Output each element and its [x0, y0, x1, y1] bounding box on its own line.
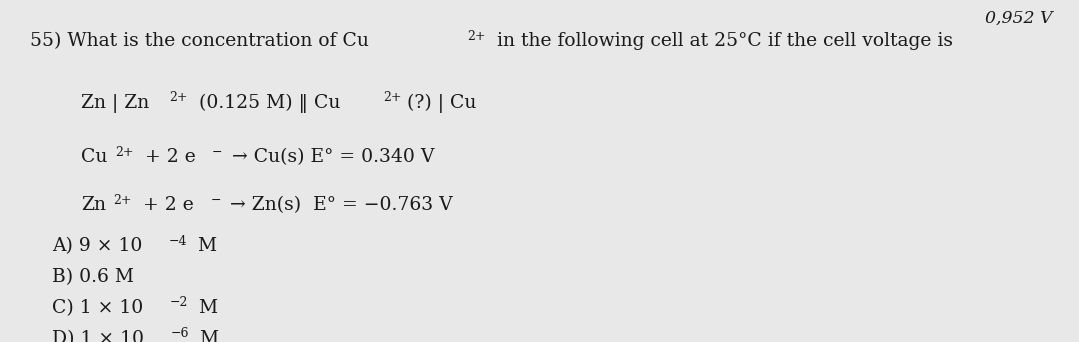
Text: −: − [213, 146, 222, 159]
Text: 2+: 2+ [383, 91, 401, 104]
Text: 55) What is the concentration of Cu: 55) What is the concentration of Cu [30, 32, 369, 50]
Text: → Zn(s)  E° = −0.763 V: → Zn(s) E° = −0.763 V [223, 196, 452, 214]
Text: −: − [210, 194, 221, 207]
Text: (?) | Cu: (?) | Cu [407, 93, 476, 113]
Text: 2+: 2+ [115, 146, 134, 159]
Text: 2+: 2+ [467, 30, 486, 43]
Text: −6: −6 [170, 327, 189, 340]
Text: M: M [194, 330, 219, 342]
Text: M: M [192, 237, 217, 255]
Text: 2+: 2+ [113, 194, 132, 207]
Text: + 2 e: + 2 e [137, 196, 194, 214]
Text: 2+: 2+ [169, 91, 188, 104]
Text: + 2 e: + 2 e [139, 148, 195, 167]
Text: in the following cell at 25°C if the cell voltage is: in the following cell at 25°C if the cel… [491, 32, 959, 50]
Text: C) 1 × 10: C) 1 × 10 [52, 299, 144, 317]
Text: A) 9 × 10: A) 9 × 10 [52, 237, 142, 255]
Text: Zn | Zn: Zn | Zn [81, 94, 149, 113]
Text: M: M [193, 299, 218, 317]
Text: 0,952 V: 0,952 V [984, 10, 1052, 27]
Text: (0.125 M) ‖ Cu: (0.125 M) ‖ Cu [193, 93, 340, 113]
Text: Zn: Zn [81, 196, 106, 214]
Text: −4: −4 [168, 235, 187, 248]
Text: D) 1 × 10: D) 1 × 10 [52, 330, 144, 342]
Text: → Cu(s) E° = 0.340 V: → Cu(s) E° = 0.340 V [226, 148, 434, 167]
Text: B) 0.6 M: B) 0.6 M [52, 268, 134, 286]
Text: −2: −2 [169, 297, 188, 310]
Text: Cu: Cu [81, 148, 107, 167]
